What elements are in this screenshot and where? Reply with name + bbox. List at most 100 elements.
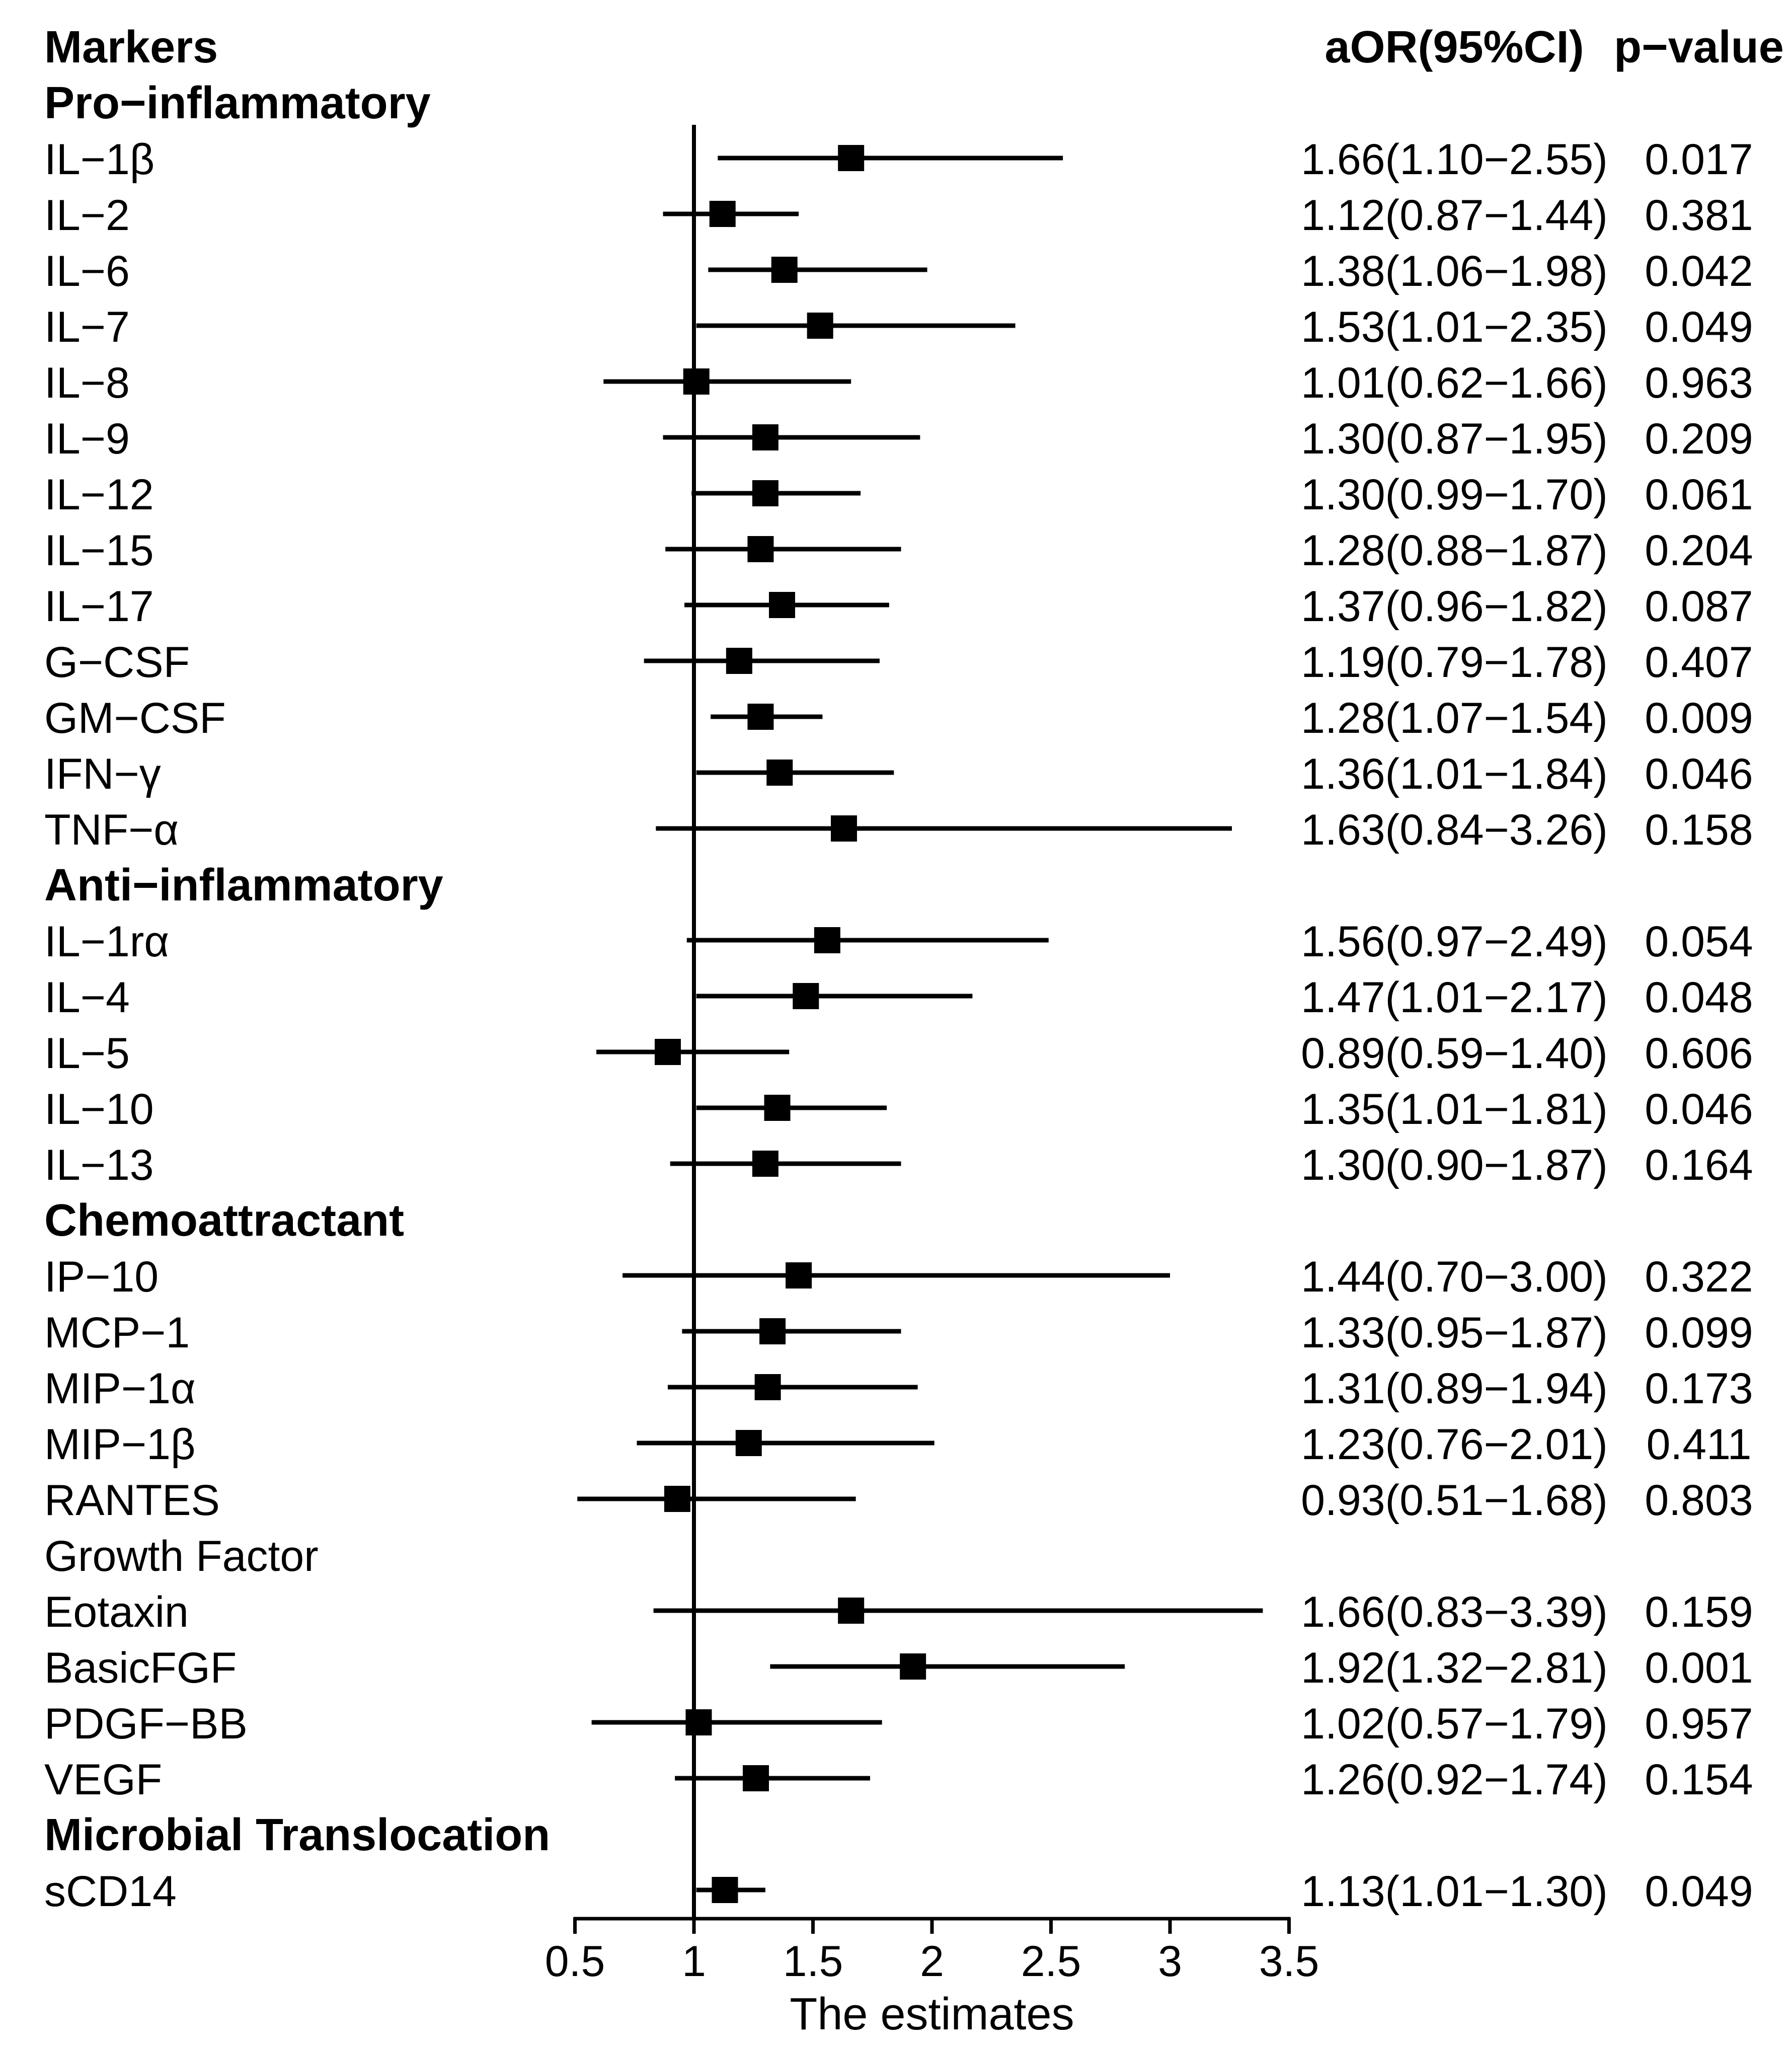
row-label: IFN−γ — [44, 750, 161, 798]
row-label: Eotaxin — [44, 1588, 189, 1636]
estimate-marker — [752, 424, 778, 450]
aor-value: 1.30(0.90−1.87) — [1301, 1141, 1608, 1189]
column-header-markers: Markers — [44, 22, 218, 72]
section-label: Pro−inflammatory — [44, 78, 431, 128]
estimate-marker — [742, 1765, 769, 1791]
p-value: 0.957 — [1645, 1700, 1753, 1748]
p-value: 0.164 — [1645, 1141, 1753, 1189]
p-value: 0.087 — [1645, 582, 1753, 631]
estimate-marker — [685, 1709, 712, 1735]
row-label: TNF−α — [44, 806, 179, 854]
axis-tick-label: 2.5 — [1021, 1937, 1081, 1986]
section-label: Chemoattractant — [44, 1195, 404, 1246]
estimate-marker — [771, 257, 798, 283]
p-value: 0.606 — [1645, 1029, 1753, 1078]
p-value: 0.154 — [1645, 1756, 1753, 1804]
p-value: 0.046 — [1645, 750, 1753, 798]
estimate-marker — [654, 1039, 681, 1065]
axis-tick-label: 3.5 — [1259, 1937, 1319, 1986]
aor-value: 0.93(0.51−1.68) — [1301, 1476, 1608, 1525]
estimate-marker — [838, 1598, 865, 1624]
estimate-marker — [752, 1151, 778, 1177]
estimate-marker — [759, 1318, 786, 1344]
estimate-marker — [807, 313, 833, 339]
p-value: 0.381 — [1645, 191, 1753, 240]
estimate-marker — [764, 1095, 791, 1121]
row-label: IL−17 — [44, 582, 154, 631]
column-header-pvalue: p−value — [1614, 22, 1784, 72]
estimate-marker — [814, 927, 840, 953]
p-value: 0.017 — [1645, 135, 1753, 184]
p-value: 0.049 — [1645, 1867, 1753, 1916]
p-value: 0.048 — [1645, 973, 1753, 1022]
axis-tick-label: 0.5 — [545, 1937, 605, 1986]
row-label: RANTES — [44, 1476, 220, 1525]
p-value: 0.042 — [1645, 247, 1753, 295]
row-label: VEGF — [44, 1756, 162, 1804]
row-label: MIP−1β — [44, 1420, 195, 1469]
aor-value: 1.12(0.87−1.44) — [1301, 191, 1608, 240]
axis-tick-label: 3 — [1158, 1937, 1182, 1986]
p-value: 0.054 — [1645, 918, 1753, 966]
aor-value: 1.63(0.84−3.26) — [1301, 806, 1608, 854]
aor-value: 1.30(0.87−1.95) — [1301, 415, 1608, 463]
estimate-marker — [838, 145, 865, 171]
p-value: 0.046 — [1645, 1085, 1753, 1133]
row-label: IP−10 — [44, 1253, 159, 1301]
estimate-marker — [709, 201, 736, 227]
p-value: 0.173 — [1645, 1365, 1753, 1413]
row-label: MCP−1 — [44, 1309, 190, 1357]
aor-value: 1.23(0.76−2.01) — [1301, 1420, 1608, 1469]
estimate-marker — [683, 368, 710, 395]
estimate-marker — [747, 704, 774, 730]
row-label: IL−13 — [44, 1141, 154, 1189]
p-value: 0.061 — [1645, 471, 1753, 519]
aor-value: 1.31(0.89−1.94) — [1301, 1365, 1608, 1413]
aor-value: 1.37(0.96−1.82) — [1301, 582, 1608, 631]
p-value: 0.963 — [1645, 359, 1753, 407]
aor-value: 1.56(0.97−2.49) — [1301, 918, 1608, 966]
aor-value: 1.47(1.01−2.17) — [1301, 973, 1608, 1022]
p-value: 0.407 — [1645, 638, 1753, 687]
aor-value: 1.30(0.99−1.70) — [1301, 471, 1608, 519]
p-value: 0.159 — [1645, 1588, 1753, 1636]
row-label: IL−4 — [44, 973, 130, 1022]
estimate-marker — [735, 1430, 762, 1456]
x-axis-title: The estimates — [790, 1989, 1074, 2039]
row-label: IL−1rα — [44, 918, 169, 966]
row-label: IL−1β — [44, 135, 154, 184]
aor-value: 1.19(0.79−1.78) — [1301, 638, 1608, 687]
p-value: 0.049 — [1645, 303, 1753, 351]
row-label: IL−2 — [44, 191, 130, 240]
aor-value: 1.36(1.01−1.84) — [1301, 750, 1608, 798]
aor-value: 1.01(0.62−1.66) — [1301, 359, 1608, 407]
aor-value: 1.35(1.01−1.81) — [1301, 1085, 1608, 1133]
ticks-layer: 0.5 1 1.5 2 2.5 3 3.5 — [545, 1918, 1319, 1986]
row-label: IL−5 — [44, 1029, 130, 1078]
aor-value: 1.44(0.70−3.00) — [1301, 1253, 1608, 1301]
aor-value: 1.13(1.01−1.30) — [1301, 1867, 1608, 1916]
estimate-marker — [769, 592, 796, 618]
estimate-marker — [766, 760, 793, 786]
p-value: 0.209 — [1645, 415, 1753, 463]
row-label: IL−15 — [44, 526, 154, 575]
estimate-marker — [664, 1486, 690, 1512]
p-value: 0.158 — [1645, 806, 1753, 854]
row-label: IL−9 — [44, 415, 130, 463]
row-label: sCD14 — [44, 1867, 177, 1916]
axis-tick-label: 1.5 — [783, 1937, 843, 1986]
row-label: GM−CSF — [44, 694, 226, 742]
aor-value: 1.53(1.01−2.35) — [1301, 303, 1608, 351]
rows-layer: Pro−inflammatory 1.66(1.10−2.55) 0.017 IL−1… — [44, 78, 1753, 1916]
p-value: 0.204 — [1645, 526, 1753, 575]
estimate-marker — [754, 1374, 781, 1400]
section-label: Growth Factor — [44, 1532, 319, 1580]
aor-value: 1.66(0.83−3.39) — [1301, 1588, 1608, 1636]
row-label: IL−12 — [44, 471, 154, 519]
section-label: Microbial Translocation — [44, 1810, 550, 1860]
estimate-marker — [786, 1262, 812, 1289]
section-label: Anti−inflammatory — [44, 860, 443, 911]
aor-value: 1.33(0.95−1.87) — [1301, 1309, 1608, 1357]
